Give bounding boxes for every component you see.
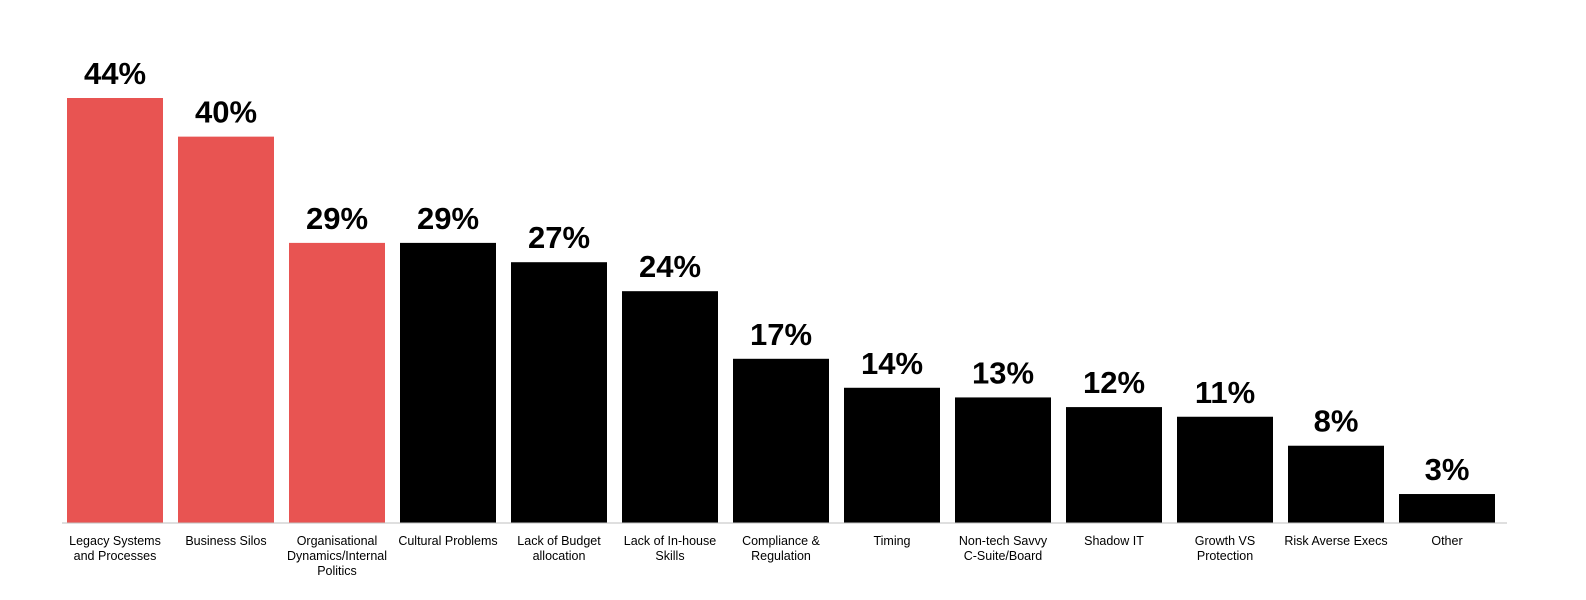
category-label-5: Lack of Budget allocation xyxy=(517,534,601,563)
category-label-6: Lack of In-house Skills xyxy=(624,534,716,563)
category-labels-layer: Legacy Systems and Processes Business Silo… xyxy=(69,534,1462,578)
category-label-line: Legacy Systems xyxy=(69,534,161,548)
category-label-line: Timing xyxy=(873,534,910,548)
category-label-line: Non-tech Savvy xyxy=(959,534,1048,548)
category-label-line: Business Silos xyxy=(185,534,266,548)
category-label-line: Lack of Budget xyxy=(517,534,601,548)
bar-7 xyxy=(733,358,829,523)
bar-1 xyxy=(67,98,163,523)
bars-layer xyxy=(67,98,1495,524)
value-label-4: 29% xyxy=(417,201,479,236)
category-label-7: Compliance & Regulation xyxy=(742,534,820,563)
category-label-13: Other xyxy=(1431,534,1462,548)
category-label-line: Politics xyxy=(317,564,357,578)
bar-9 xyxy=(955,397,1051,523)
bar-11 xyxy=(1177,416,1273,523)
value-label-9: 13% xyxy=(972,355,1034,390)
bar-6 xyxy=(622,291,718,523)
value-label-7: 17% xyxy=(750,317,812,352)
value-label-3: 29% xyxy=(306,201,368,236)
value-label-10: 12% xyxy=(1083,365,1145,400)
category-label-9: Non-tech Savvy C-Suite/Board xyxy=(959,534,1048,563)
category-label-3: Organisational Dynamics/Internal Politics xyxy=(287,534,387,578)
category-label-10: Shadow IT xyxy=(1084,534,1144,548)
value-label-12: 8% xyxy=(1314,404,1359,439)
bar-3 xyxy=(289,242,385,524)
bar-8 xyxy=(844,387,940,523)
category-label-line: C-Suite/Board xyxy=(964,549,1043,563)
value-label-6: 24% xyxy=(639,249,701,284)
bar-13 xyxy=(1399,494,1495,523)
bar-5 xyxy=(511,262,607,523)
value-label-8: 14% xyxy=(861,346,923,381)
category-label-line: Organisational xyxy=(297,534,378,548)
bar-12 xyxy=(1288,445,1384,523)
category-label-line: Growth VS xyxy=(1195,534,1255,548)
value-labels-layer: 44% 40% 29% 29% 27% 24% 17% 14% 13% 12% 11% 8% 3% xyxy=(84,56,1469,487)
category-label-line: Protection xyxy=(1197,549,1253,563)
value-label-11: 11% xyxy=(1195,375,1255,410)
category-label-line: Risk Averse Execs xyxy=(1284,534,1387,548)
bar-4 xyxy=(400,242,496,524)
category-label-line: Compliance & xyxy=(742,534,820,548)
category-label-line: Skills xyxy=(655,549,684,563)
category-label-8: Timing xyxy=(873,534,910,548)
bar-10 xyxy=(1066,407,1162,523)
category-label-line: Shadow IT xyxy=(1084,534,1144,548)
category-label-line: Cultural Problems xyxy=(398,534,497,548)
category-label-12: Risk Averse Execs xyxy=(1284,534,1387,548)
value-label-1: 44% xyxy=(84,56,146,91)
value-label-13: 3% xyxy=(1425,452,1470,487)
value-label-5: 27% xyxy=(528,220,590,255)
category-label-line: Regulation xyxy=(751,549,811,563)
category-label-4: Cultural Problems xyxy=(398,534,497,548)
category-label-1: Legacy Systems and Processes xyxy=(69,534,161,563)
category-label-line: Lack of In-house xyxy=(624,534,716,548)
category-label-line: Other xyxy=(1431,534,1462,548)
category-label-2: Business Silos xyxy=(185,534,266,548)
bar-2 xyxy=(178,136,274,524)
value-label-2: 40% xyxy=(195,95,257,130)
category-label-line: and Processes xyxy=(74,549,157,563)
category-label-11: Growth VS Protection xyxy=(1195,534,1255,563)
category-label-line: Dynamics/Internal xyxy=(287,549,387,563)
category-label-line: allocation xyxy=(533,549,586,563)
